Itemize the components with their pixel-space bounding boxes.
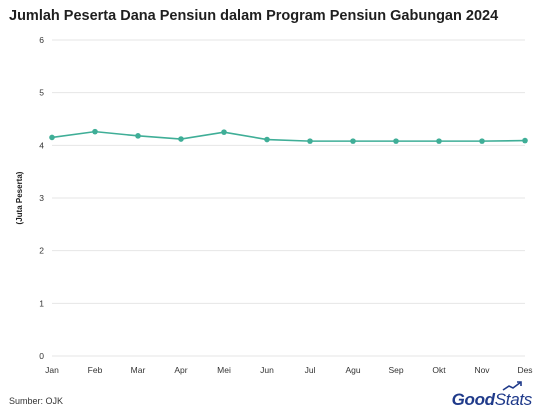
data-point: [522, 137, 528, 144]
x-tick-label: Des: [517, 365, 532, 375]
x-tick-label: Jul: [305, 365, 316, 375]
x-tick-label: Feb: [88, 365, 103, 375]
data-point: [307, 138, 313, 144]
x-tick-label: Nov: [474, 365, 490, 375]
x-tick-label: Mei: [217, 365, 231, 375]
x-tick-label: Okt: [432, 365, 446, 375]
data-point: [393, 138, 399, 144]
y-tick-label: 3: [39, 193, 44, 203]
chart-title: Jumlah Peserta Dana Pensiun dalam Progra…: [9, 8, 499, 24]
brand-arrow-icon: [502, 381, 522, 391]
data-point: [178, 136, 184, 142]
data-point: [135, 133, 141, 139]
data-point: [479, 138, 485, 144]
source-note: Sumber: OJK: [9, 396, 64, 406]
x-tick-label: Agu: [345, 365, 360, 375]
x-tick-label: Jan: [45, 365, 59, 375]
y-tick-label: 0: [39, 351, 44, 361]
series-line: [51, 130, 526, 142]
brand-logo-part2: Stats: [494, 390, 533, 409]
brand-logo: GoodStats: [451, 390, 533, 410]
x-tick-label: Jun: [260, 365, 274, 375]
y-axis-ticks: 0 1 2 3 4 5 6: [39, 35, 44, 361]
data-point: [264, 136, 270, 143]
x-tick-label: Apr: [174, 365, 187, 375]
data-point: [350, 138, 356, 144]
data-point: [436, 138, 442, 144]
y-tick-label: 4: [39, 140, 44, 150]
series-points: [49, 128, 528, 144]
brand-logo-part1: Good: [451, 390, 495, 409]
data-point: [221, 129, 227, 135]
series-line-path: [51, 130, 526, 142]
y-tick-label: 1: [39, 298, 44, 308]
gridlines: [52, 39, 525, 357]
y-axis-label: (Juta Peserta): [15, 171, 24, 224]
y-tick-label: 2: [39, 246, 44, 256]
x-axis-ticks: Jan Feb Mar Apr Mei Jun Jul Agu Sep Okt Nov Des: [45, 365, 532, 375]
data-point: [92, 128, 98, 135]
x-tick-label: Sep: [388, 365, 403, 375]
y-tick-label: 5: [39, 88, 44, 98]
data-point: [49, 134, 55, 141]
x-tick-label: Mar: [131, 365, 146, 375]
y-tick-label: 6: [39, 35, 44, 45]
